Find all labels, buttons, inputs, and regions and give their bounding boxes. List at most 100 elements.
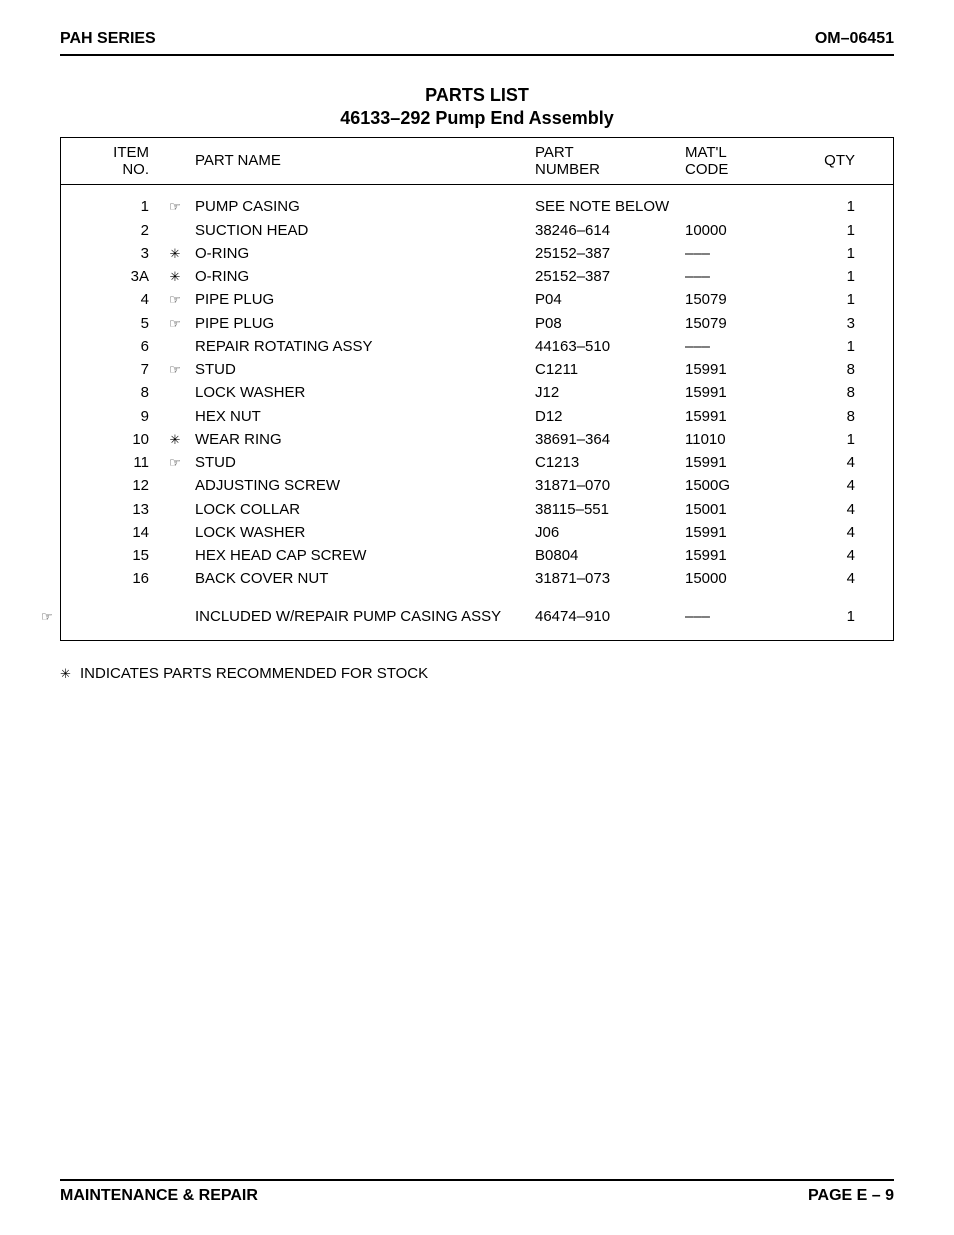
cell-qty: 8 (795, 381, 859, 404)
cell-qty: 1 (795, 288, 859, 311)
cell-item: 10 (69, 428, 155, 451)
cell-item: 6 (69, 335, 155, 358)
pointer-icon (155, 358, 195, 381)
cell-part-number: B0804 (535, 544, 685, 567)
cell-matl-code: 15991 (685, 451, 795, 474)
cell-qty: 8 (795, 405, 859, 428)
header-bar: PAH SERIES OM–06451 (60, 30, 894, 56)
cell-qty: 1 (795, 335, 859, 358)
cell-name: STUD (195, 358, 535, 381)
col-header-item: ITEM NO. (69, 144, 155, 179)
cell-name: O-RING (195, 265, 535, 288)
cell-item: 3A (69, 265, 155, 288)
cell-qty: 1 (795, 428, 859, 451)
cell-item: 11 (69, 451, 155, 474)
star-icon (155, 265, 195, 288)
footnote: INDICATES PARTS RECOMMENDED FOR STOCK (60, 665, 894, 682)
cell-name: LOCK WASHER (195, 381, 535, 404)
table-row: 7 STUDC1211159918 (69, 358, 885, 381)
cell-item: 12 (69, 474, 155, 497)
cell-part-number: 38115–551 (535, 498, 685, 521)
col-header-pnum: PART NUMBER (535, 144, 685, 179)
cell-matl-code: ––– (685, 605, 795, 628)
cell-item: 2 (69, 219, 155, 242)
pointer-icon (41, 608, 53, 625)
title-block: PARTS LIST 46133–292 Pump End Assembly (60, 84, 894, 131)
table-row: 12ADJUSTING SCREW31871–0701500G4 (69, 474, 885, 497)
header-left: PAH SERIES (60, 30, 156, 48)
cell-name: LOCK WASHER (195, 521, 535, 544)
cell-item: 1 (69, 195, 155, 218)
cell-item: 5 (69, 312, 155, 335)
table-row: 4PIPE PLUGP04150791 (69, 288, 885, 311)
cell-qty: 8 (795, 358, 859, 381)
cell-part-number: 31871–073 (535, 567, 685, 590)
cell-part-number: C1211 (535, 358, 685, 381)
cell-item: 8 (69, 381, 155, 404)
table-row: 5PIPE PLUGP08150793 (69, 312, 885, 335)
cell-matl-code: 15991 (685, 405, 795, 428)
cell-name: BACK COVER NUT (195, 567, 535, 590)
cell-item: 14 (69, 521, 155, 544)
cell-part-number: P04 (535, 288, 685, 311)
cell-name: INCLUDED W/REPAIR PUMP CASING ASSY (195, 605, 535, 628)
mark-empty (155, 381, 195, 404)
table-row: 3O-RING25152–387–––1 (69, 242, 885, 265)
cell-qty: 4 (795, 521, 859, 544)
cell-qty: 4 (795, 474, 859, 497)
cell-matl-code: ––– (685, 335, 795, 358)
cell-qty: 1 (795, 242, 859, 265)
mark-empty (155, 405, 195, 428)
cell-matl-code (685, 195, 795, 218)
cell-qty: 4 (795, 544, 859, 567)
mark-empty (155, 219, 195, 242)
footer-left: MAINTENANCE & REPAIR (60, 1187, 258, 1205)
table-row: 15HEX HEAD CAP SCREWB0804159914 (69, 544, 885, 567)
cell-item: 9 (69, 405, 155, 428)
pointer-icon (155, 312, 195, 335)
mark-empty (155, 498, 195, 521)
col-header-mark (155, 144, 195, 179)
mark-empty (155, 474, 195, 497)
cell-part-number: P08 (535, 312, 685, 335)
cell-name: REPAIR ROTATING ASSY (195, 335, 535, 358)
cell-part-number: 46474–910 (535, 605, 685, 628)
cell-matl-code: 15001 (685, 498, 795, 521)
footer-right: PAGE E – 9 (808, 1187, 894, 1205)
mark-empty (155, 521, 195, 544)
page: PAH SERIES OM–06451 PARTS LIST 46133–292… (0, 0, 954, 1235)
cell-matl-code: 15079 (685, 312, 795, 335)
cell-name: O-RING (195, 242, 535, 265)
star-icon (60, 665, 80, 682)
cell-item: 3 (69, 242, 155, 265)
col-header-matl: MAT'L CODE (685, 144, 795, 179)
cell-item: 7 (69, 358, 155, 381)
cell-name: HEX NUT (195, 405, 535, 428)
table-row: 8LOCK WASHERJ12159918 (69, 381, 885, 404)
title-line-1: PARTS LIST (60, 84, 894, 107)
table-row: 9HEX NUTD12159918 (69, 405, 885, 428)
pointer-icon (155, 451, 195, 474)
parts-table: ITEM NO. PART NAME PART NUMBER MAT'L COD… (60, 137, 894, 641)
cell-matl-code: 15991 (685, 358, 795, 381)
cell-matl-code: 15079 (685, 288, 795, 311)
table-row: 6REPAIR ROTATING ASSY44163–510–––1 (69, 335, 885, 358)
cell-item: 15 (69, 544, 155, 567)
table-row: 16BACK COVER NUT31871–073150004 (69, 567, 885, 590)
cell-qty: 1 (795, 265, 859, 288)
mark-empty (155, 544, 195, 567)
cell-qty: 4 (795, 567, 859, 590)
table-body: 1PUMP CASINGSEE NOTE BELOW12SUCTION HEAD… (61, 185, 893, 640)
cell-name: STUD (195, 451, 535, 474)
title-line-2: 46133–292 Pump End Assembly (60, 107, 894, 130)
cell-qty: 3 (795, 312, 859, 335)
cell-matl-code: ––– (685, 265, 795, 288)
footnote-text: INDICATES PARTS RECOMMENDED FOR STOCK (80, 665, 428, 682)
table-header-row: ITEM NO. PART NAME PART NUMBER MAT'L COD… (61, 138, 893, 186)
cell-matl-code: 1500G (685, 474, 795, 497)
cell-part-number: 38246–614 (535, 219, 685, 242)
table-row: INCLUDED W/REPAIR PUMP CASING ASSY46474–… (69, 605, 885, 628)
cell-name: LOCK COLLAR (195, 498, 535, 521)
cell-item: 13 (69, 498, 155, 521)
table-row: 14LOCK WASHERJ06159914 (69, 521, 885, 544)
